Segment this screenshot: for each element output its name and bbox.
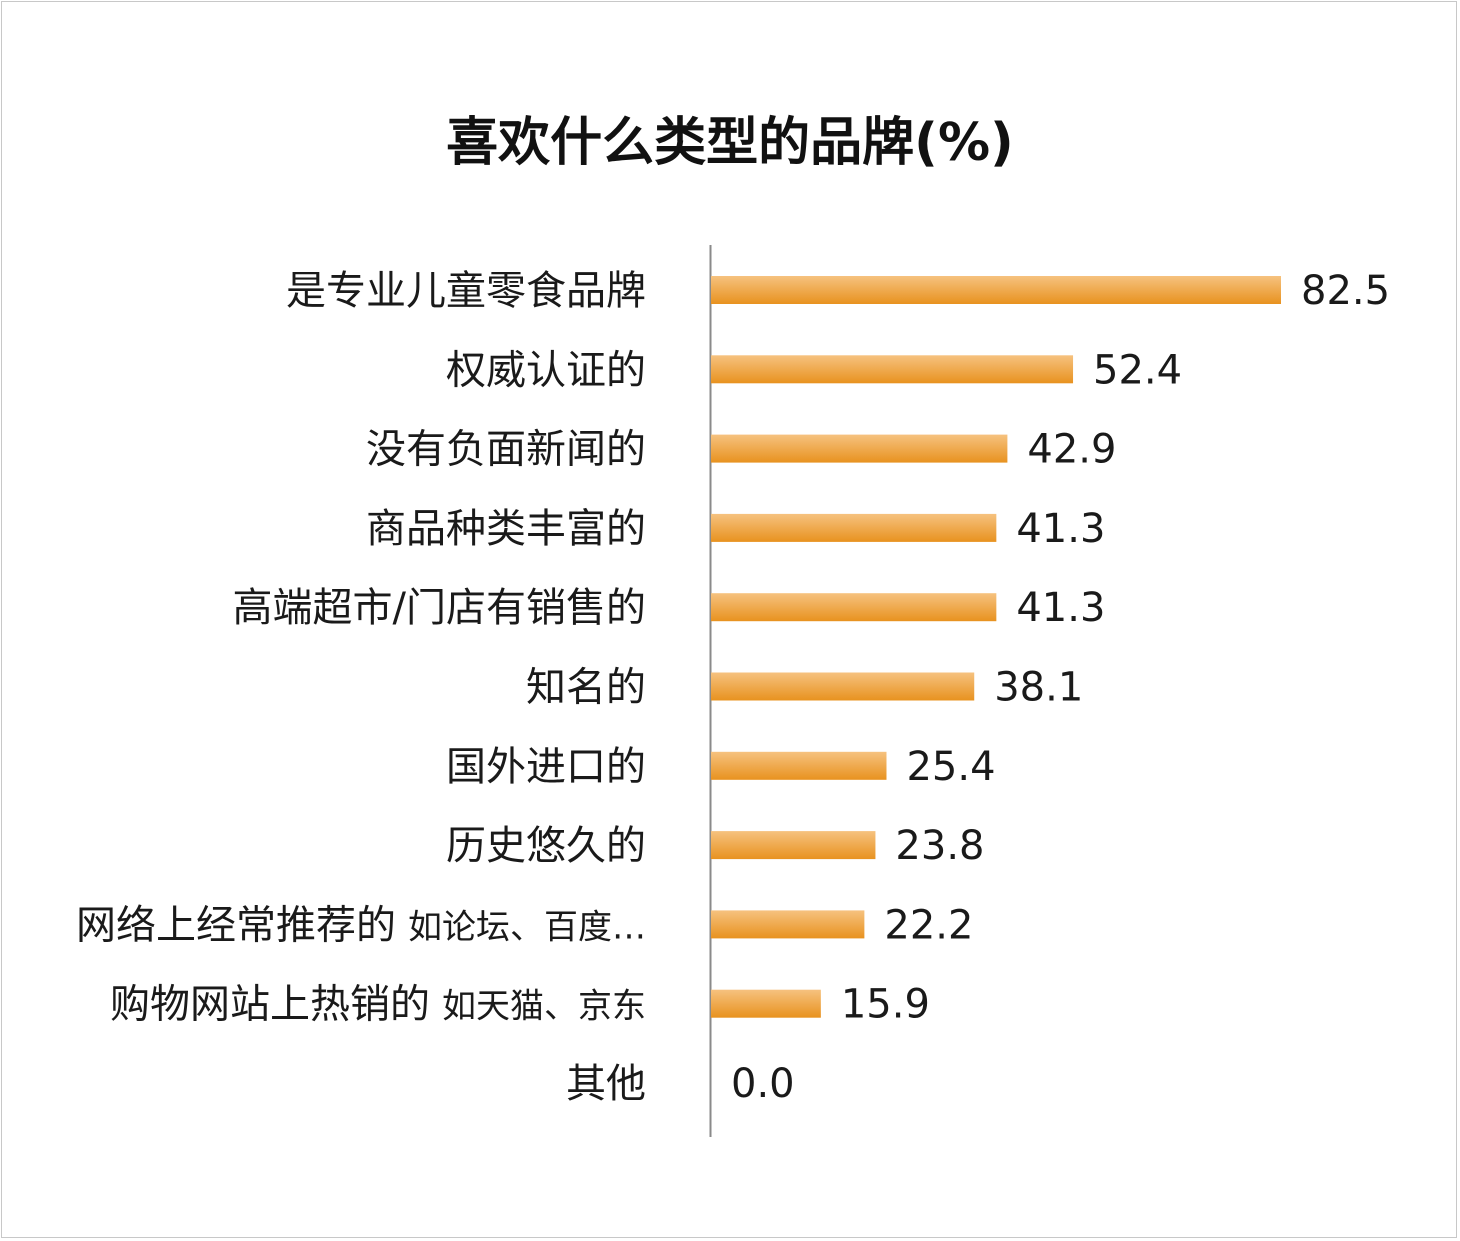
category-main: 购物网站上热销的 (110, 982, 430, 1028)
category-main: 国外进口的 (446, 744, 646, 790)
category-label: 商品种类丰富的 (366, 506, 646, 552)
value-label: 23.8 (895, 823, 984, 869)
bar (711, 989, 821, 1018)
bar (711, 276, 1281, 304)
category-label: 国外进口的 (446, 744, 646, 790)
category-label: 其他 (566, 1061, 646, 1107)
chart-title: 喜欢什么类型的品牌(%) (446, 113, 1014, 173)
category-label: 是专业儿童零食品牌 (286, 268, 646, 314)
bar (711, 593, 997, 622)
category-main: 高端超市/门店有销售的 (233, 585, 646, 631)
value-label: 38.1 (994, 665, 1083, 711)
category-label: 知名的 (526, 665, 646, 711)
bar (711, 751, 887, 780)
value-label: 82.5 (1301, 268, 1390, 314)
bar (711, 910, 865, 939)
value-label: 41.3 (1016, 585, 1105, 631)
category-main: 权威认证的 (446, 347, 646, 393)
category-label: 高端超市/门店有销售的 (233, 585, 646, 631)
bar (711, 434, 1008, 463)
category-note: 如天猫、京东 (442, 987, 646, 1027)
category-main: 知名的 (526, 665, 646, 711)
category-main: 历史悠久的 (446, 823, 646, 869)
bar (711, 513, 997, 542)
value-label: 25.4 (906, 744, 995, 790)
bar (711, 672, 975, 701)
category-main: 商品种类丰富的 (366, 506, 646, 552)
category-label: 历史悠久的 (446, 823, 646, 869)
category-main: 其他 (566, 1061, 646, 1107)
category-main: 网络上经常推荐的 (76, 902, 396, 948)
category-main: 没有负面新闻的 (366, 427, 646, 473)
value-label: 41.3 (1016, 506, 1105, 552)
category-note: 如论坛、百度… (408, 907, 646, 947)
value-label: 52.4 (1093, 347, 1182, 393)
value-label: 22.2 (884, 902, 973, 948)
category-main: 是专业儿童零食品牌 (286, 268, 646, 314)
value-label: 15.9 (841, 982, 930, 1028)
category-label: 权威认证的 (446, 347, 646, 393)
bar (711, 831, 876, 860)
value-label: 42.9 (1027, 427, 1116, 473)
category-label: 网络上经常推荐的 如论坛、百度… (76, 902, 646, 948)
category-label: 没有负面新闻的 (366, 427, 646, 473)
bar (711, 355, 1074, 384)
category-label: 购物网站上热销的 如天猫、京东 (110, 982, 646, 1028)
value-label: 0.0 (731, 1061, 795, 1107)
